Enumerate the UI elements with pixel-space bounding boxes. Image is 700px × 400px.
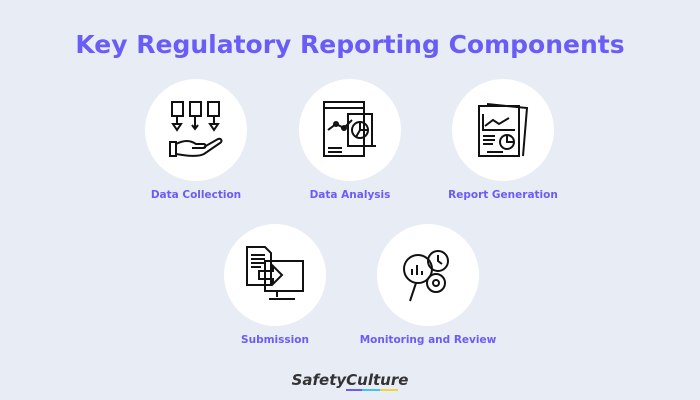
- document-to-monitor-icon: [246, 246, 304, 300]
- icon-circle: [224, 224, 326, 326]
- component-label: Report Generation: [448, 189, 558, 201]
- component-label: Data Collection: [150, 189, 242, 201]
- component-data-collection: Data Collection: [116, 79, 276, 201]
- safetyculture-logo: SafetyCulture: [291, 371, 409, 389]
- component-data-analysis: Data Analysis: [270, 79, 430, 201]
- icon-circle: [299, 79, 401, 181]
- hand-documents-icon: [169, 101, 223, 157]
- icon-circle: [452, 79, 554, 181]
- logo-underline-blue: [362, 389, 380, 391]
- component-label: Submission: [241, 334, 309, 346]
- icon-circle: [145, 79, 247, 181]
- logo-underline-yellow: [380, 389, 398, 391]
- magnifier-clock-icon: [403, 250, 449, 302]
- logo-underline-purple: [346, 389, 362, 391]
- report-document-icon: [478, 103, 529, 157]
- icon-circle: [377, 224, 479, 326]
- component-submission: Submission: [195, 224, 355, 346]
- component-report-generation: Report Generation: [423, 79, 583, 201]
- component-label: Data Analysis: [309, 189, 391, 201]
- component-label: Monitoring and Review: [359, 334, 497, 346]
- page-title: Key Regulatory Reporting Components: [75, 30, 625, 59]
- analysis-charts-icon: [323, 101, 376, 157]
- component-monitoring-review: Monitoring and Review: [348, 224, 508, 346]
